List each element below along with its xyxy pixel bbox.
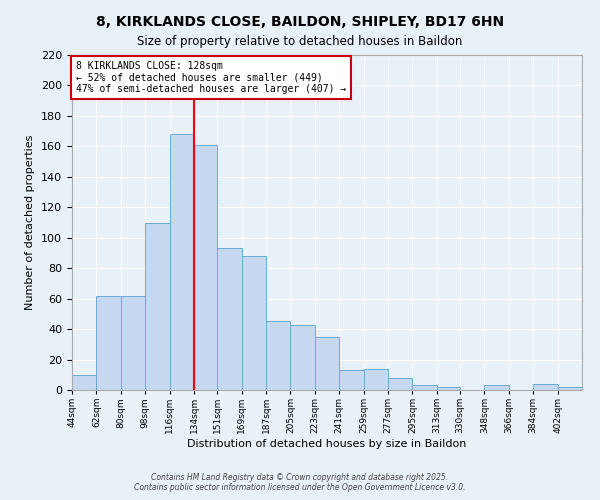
Bar xyxy=(412,386,437,390)
Text: Contains HM Land Registry data © Crown copyright and database right 2025.
Contai: Contains HM Land Registry data © Crown c… xyxy=(134,473,466,492)
Bar xyxy=(145,222,170,390)
Bar xyxy=(364,368,388,390)
Bar xyxy=(170,134,194,390)
Bar xyxy=(290,324,315,390)
Text: Size of property relative to detached houses in Baildon: Size of property relative to detached ho… xyxy=(137,35,463,48)
Bar xyxy=(437,387,460,390)
Bar xyxy=(557,387,582,390)
Bar xyxy=(315,336,339,390)
Bar xyxy=(194,145,217,390)
Bar xyxy=(484,386,509,390)
Bar xyxy=(97,296,121,390)
Bar xyxy=(121,296,145,390)
Bar xyxy=(388,378,412,390)
Bar xyxy=(217,248,242,390)
Bar xyxy=(72,375,97,390)
Text: 8 KIRKLANDS CLOSE: 128sqm
← 52% of detached houses are smaller (449)
47% of semi: 8 KIRKLANDS CLOSE: 128sqm ← 52% of detac… xyxy=(76,61,346,94)
X-axis label: Distribution of detached houses by size in Baildon: Distribution of detached houses by size … xyxy=(187,439,467,449)
Bar xyxy=(266,322,290,390)
Bar xyxy=(533,384,557,390)
Bar xyxy=(339,370,364,390)
Y-axis label: Number of detached properties: Number of detached properties xyxy=(25,135,35,310)
Text: 8, KIRKLANDS CLOSE, BAILDON, SHIPLEY, BD17 6HN: 8, KIRKLANDS CLOSE, BAILDON, SHIPLEY, BD… xyxy=(96,15,504,29)
Bar xyxy=(242,256,266,390)
